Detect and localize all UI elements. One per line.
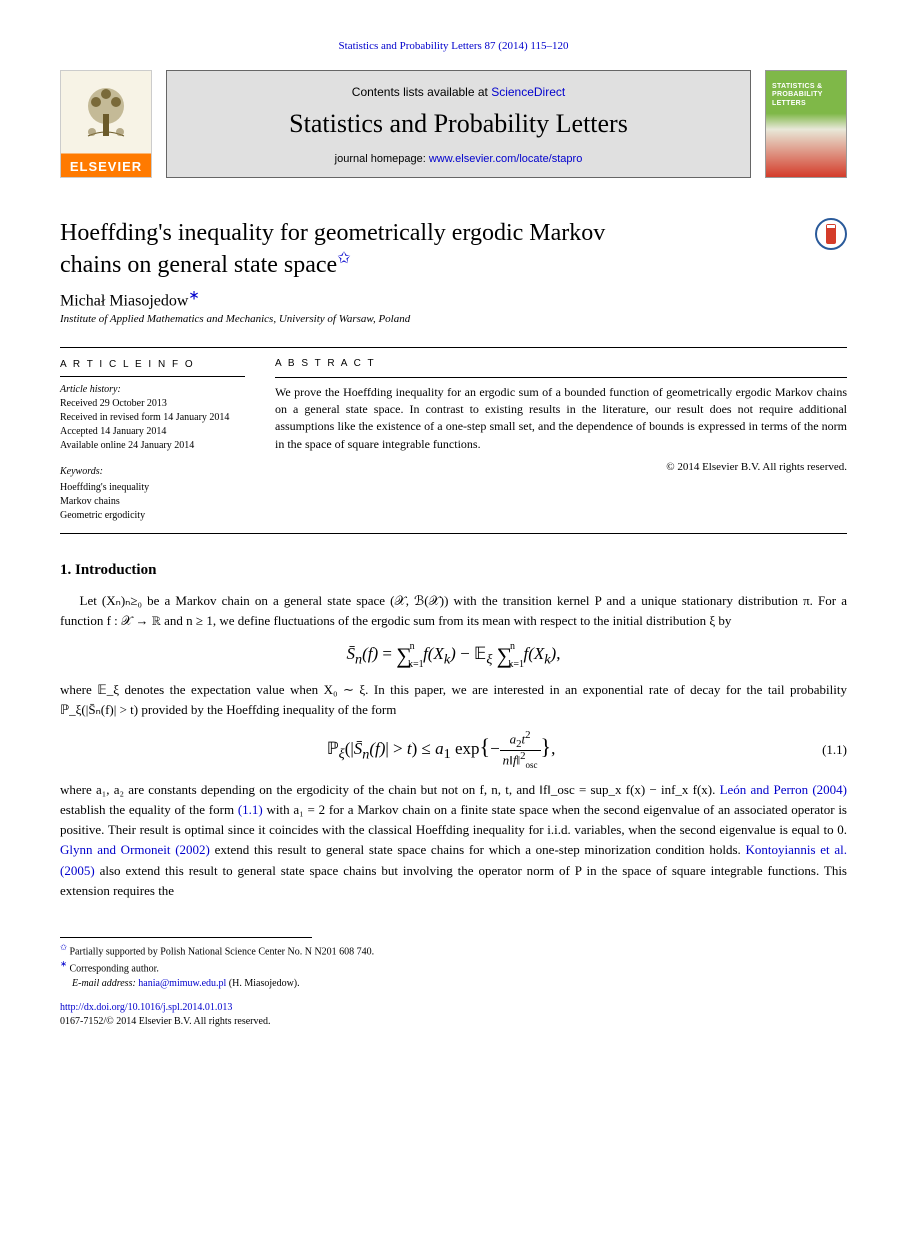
equation-display: ℙξ(|S̄n(f)| > t) ≤ a1 exp{−a2t2n‖f‖2osc}… [60, 730, 847, 770]
running-header-link[interactable]: Statistics and Probability Letters 87 (2… [339, 40, 569, 52]
journal-homepage-line: journal homepage: www.elsevier.com/locat… [335, 153, 583, 165]
footnote-star-icon[interactable]: ✩ [337, 250, 350, 267]
divider [60, 533, 847, 534]
abstract-column: A B S T R A C T We prove the Hoeffding i… [275, 358, 847, 523]
abstract-heading: A B S T R A C T [275, 358, 847, 369]
homepage-prefix: journal homepage: [335, 153, 429, 165]
author-affiliation: Institute of Applied Mathematics and Mec… [60, 313, 847, 325]
journal-cover-thumb[interactable]: STATISTICS & PROBABILITY LETTERS [765, 70, 847, 178]
footnote-corresponding: Corresponding author. [69, 963, 158, 974]
citation-link[interactable]: León and Perron (2004) [720, 782, 847, 797]
body-text: establish the equality of the form [60, 802, 238, 817]
history-accepted: Accepted 14 January 2014 [60, 425, 245, 439]
sciencedirect-link[interactable]: ScienceDirect [491, 85, 565, 99]
history-revised: Received in revised form 14 January 2014 [60, 411, 245, 425]
section-heading: 1. Introduction [60, 562, 847, 579]
body-text: extend this result to general state spac… [210, 842, 746, 857]
footnote-funding: Partially supported by Polish National S… [69, 946, 374, 957]
body-paragraph: Let (Xₙ)ₙ≥₀ be a Markov chain on a gener… [60, 591, 847, 631]
elsevier-logo[interactable]: ELSEVIER [60, 70, 152, 178]
footnote-star-mark: ✩ [60, 943, 67, 952]
keyword-1: Hoeffding's inequality [60, 481, 245, 495]
body-text: where a₁, a₂ are constants depending on … [60, 782, 720, 797]
elsevier-text: ELSEVIER [70, 156, 142, 177]
history-online: Available online 24 January 2014 [60, 439, 245, 453]
equation-number: (1.1) [822, 742, 847, 758]
contents-prefix: Contents lists available at [352, 85, 491, 99]
article-info-heading: A R T I C L E I N F O [60, 358, 245, 372]
equation-content: ℙξ(|S̄n(f)| > t) ≤ a1 exp{−a2t2n‖f‖2osc}… [60, 730, 822, 770]
keywords-label: Keywords: [60, 465, 245, 479]
body-text: where 𝔼_ξ denotes the expectation value … [60, 682, 847, 717]
elsevier-tree-icon [78, 71, 134, 156]
article-title-line1: Hoeffding's inequality for geometrically… [60, 220, 605, 246]
email-author-suffix: (H. Miasojedow). [229, 978, 300, 989]
article-title: Hoeffding's inequality for geometrically… [60, 218, 795, 281]
journal-banner-center: Contents lists available at ScienceDirec… [166, 70, 751, 178]
divider [60, 376, 245, 377]
article-title-line2: chains on general state space [60, 252, 337, 278]
journal-homepage-link[interactable]: www.elsevier.com/locate/stapro [429, 153, 582, 165]
body-text: Let (Xₙ)ₙ≥₀ be a Markov chain on a gener… [60, 593, 847, 628]
author-name: Michał Miasojedow [60, 293, 188, 310]
doi-link[interactable]: http://dx.doi.org/10.1016/j.spl.2014.01.… [60, 1002, 232, 1013]
journal-title: Statistics and Probability Letters [289, 109, 628, 139]
history-received: Received 29 October 2013 [60, 397, 245, 411]
divider [60, 347, 847, 348]
author-email-link[interactable]: hania@mimuw.edu.pl [138, 978, 226, 989]
body-paragraph: where 𝔼_ξ denotes the expectation value … [60, 680, 847, 720]
contents-list-line: Contents lists available at ScienceDirec… [352, 85, 565, 99]
running-header: Statistics and Probability Letters 87 (2… [60, 40, 847, 52]
email-label: E-mail address: [72, 978, 136, 989]
divider [275, 377, 847, 378]
authors-line: Michał Miasojedow∗ [60, 287, 847, 310]
equation-content: S̄n(f) = ∑k=1n f(Xk) − 𝔼ξ ∑k=1n f(Xk), [60, 641, 847, 670]
doi-block: http://dx.doi.org/10.1016/j.spl.2014.01.… [60, 1001, 847, 1029]
body-text: also extend this result to general state… [60, 863, 847, 898]
cover-title-text: STATISTICS & PROBABILITY LETTERS [766, 71, 846, 108]
keyword-3: Geometric ergodicity [60, 509, 245, 523]
abstract-copyright: © 2014 Elsevier B.V. All rights reserved… [275, 461, 847, 473]
citation-link[interactable]: Glynn and Ormoneit (2002) [60, 842, 210, 857]
corresponding-author-mark[interactable]: ∗ [188, 293, 199, 310]
equation-display: S̄n(f) = ∑k=1n f(Xk) − 𝔼ξ ∑k=1n f(Xk), [60, 641, 847, 670]
article-info-column: A R T I C L E I N F O Article history: R… [60, 358, 245, 523]
history-label: Article history: [60, 383, 245, 397]
footnotes-block: ✩ Partially supported by Polish National… [60, 942, 847, 992]
keyword-2: Markov chains [60, 495, 245, 509]
footnote-corr-mark[interactable]: ∗ [60, 963, 67, 974]
body-paragraph: where a₁, a₂ are constants depending on … [60, 780, 847, 901]
header-banner: ELSEVIER Contents lists available at Sci… [60, 70, 847, 178]
equation-ref-link[interactable]: (1.1) [238, 802, 263, 817]
abstract-text: We prove the Hoeffding inequality for an… [275, 384, 847, 454]
rights-line: 0167-7152/© 2014 Elsevier B.V. All right… [60, 1016, 270, 1027]
crossmark-icon[interactable] [815, 218, 847, 250]
